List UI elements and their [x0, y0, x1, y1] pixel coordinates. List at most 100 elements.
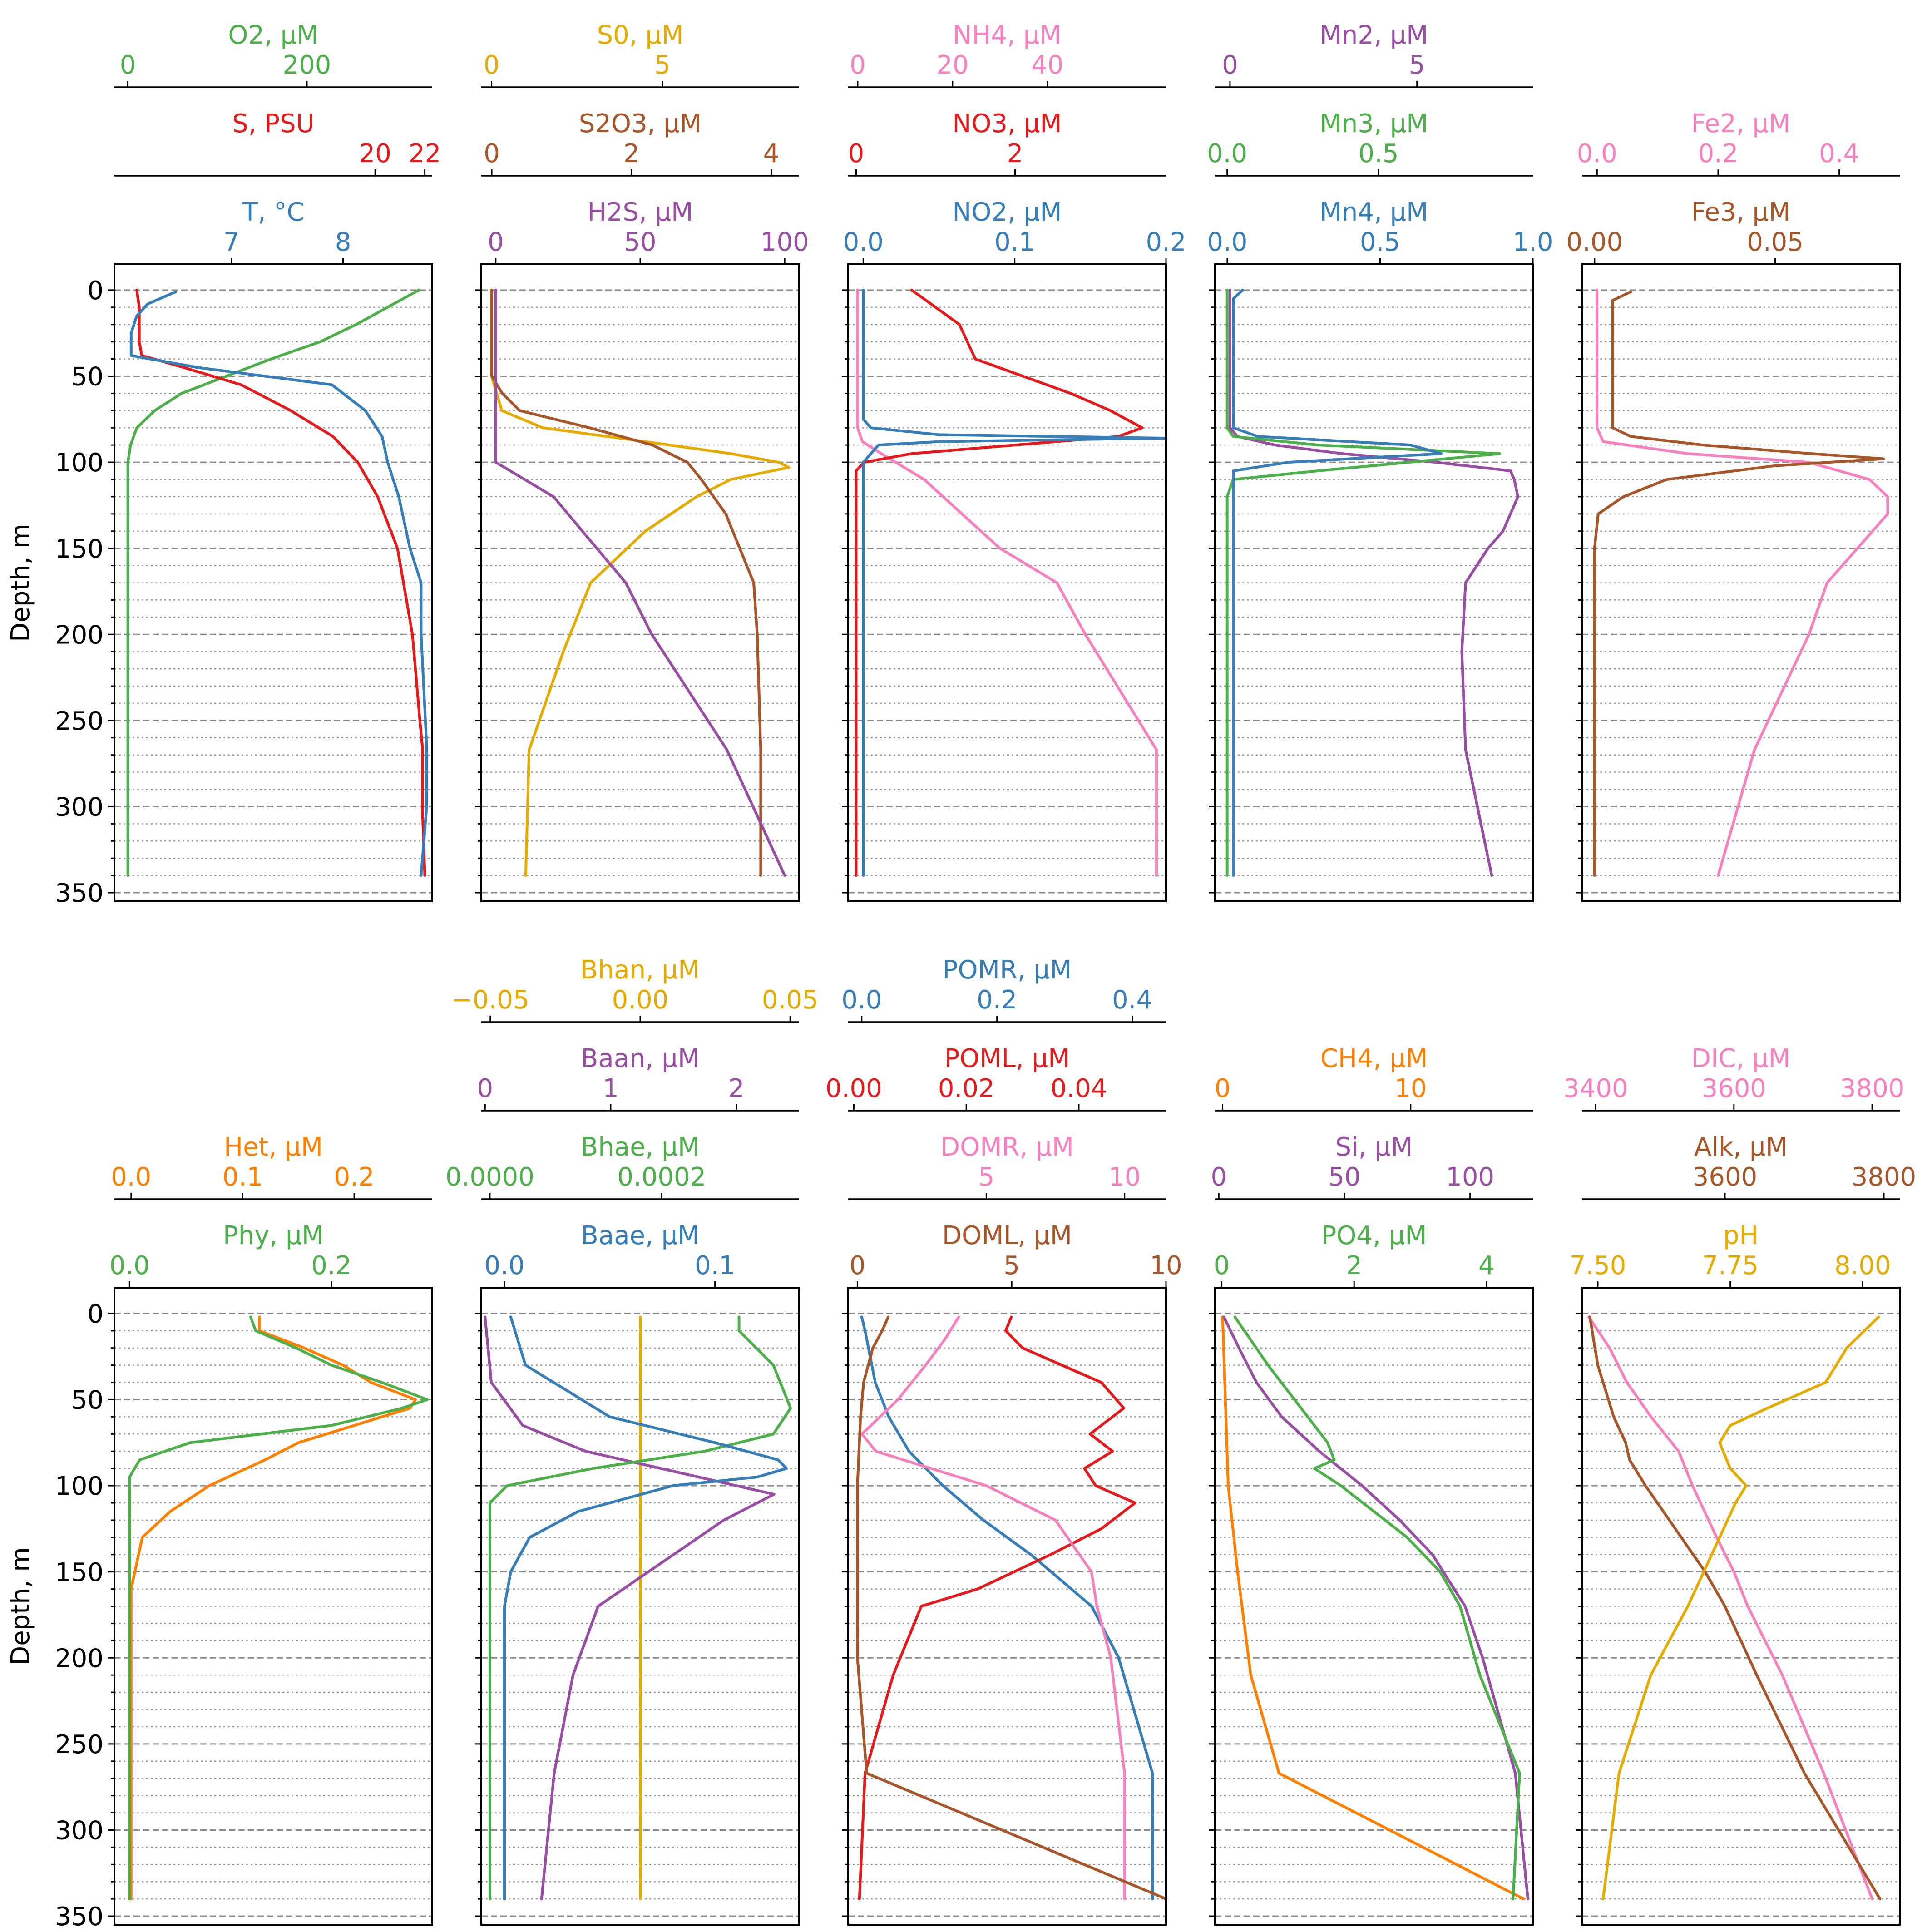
- axis-label-T: T, °C: [242, 198, 305, 227]
- xtick-label: 0: [848, 139, 865, 168]
- xtick-label: 5: [1409, 50, 1425, 80]
- xtick-label: 0.00: [1566, 227, 1623, 257]
- xtick-label: 5: [654, 50, 671, 80]
- series-line-Alk: [1588, 1315, 1882, 1901]
- axis-label-Baan: Baan, μM: [581, 1044, 700, 1073]
- plot-frame: [480, 1287, 800, 1926]
- axis-label-S0: S0, μM: [597, 20, 684, 50]
- series-line-Bhae: [488, 1315, 792, 1901]
- axis-label-Bhae: Bhae, μM: [581, 1132, 700, 1162]
- xtick-label: 0.0: [484, 1251, 524, 1280]
- series-line-Mn3: [1225, 288, 1501, 877]
- axis-label-pH: pH: [1723, 1221, 1759, 1250]
- axis-label-DOMR: DOMR, μM: [940, 1132, 1074, 1162]
- series-line-POMR: [860, 1315, 1154, 1901]
- ytick-label: 350: [55, 879, 104, 908]
- xtick-label: 0: [484, 50, 500, 80]
- series-line-O2: [126, 288, 420, 877]
- ytick-label: 150: [55, 1558, 104, 1587]
- xtick-label: 0.5: [1358, 139, 1398, 168]
- xtick-label: 50: [1328, 1162, 1360, 1192]
- plot-frame: [847, 1287, 1167, 1926]
- series-line-DIC: [1587, 1315, 1874, 1901]
- xtick-label: 3600: [1702, 1074, 1767, 1103]
- xtick-label: 0.1: [994, 227, 1035, 257]
- xtick-label: 40: [1031, 50, 1063, 80]
- xtick-label: 3800: [1852, 1162, 1917, 1192]
- xtick-label: 5: [1003, 1251, 1020, 1280]
- xtick-label: 0: [484, 139, 500, 168]
- xtick-label: 0.0000: [445, 1162, 534, 1192]
- series-line-Baae: [503, 1315, 788, 1901]
- axis-label-Fe2: Fe2, μM: [1691, 109, 1791, 138]
- xtick-label: 0.2: [334, 1162, 375, 1192]
- axis-label-NH4: NH4, μM: [953, 20, 1061, 50]
- xtick-label: 0.0: [1577, 139, 1617, 168]
- xtick-label: 3600: [1693, 1162, 1758, 1192]
- axis-label-Alk: Alk, μM: [1694, 1132, 1788, 1162]
- series-line-S0: [490, 288, 791, 877]
- axis-label-PO4: PO4, μM: [1321, 1221, 1427, 1250]
- series-line-NH4: [856, 288, 1158, 877]
- xtick-label: 0.1: [695, 1251, 735, 1280]
- plot-frame: [1581, 263, 1901, 902]
- series-line-H2S: [494, 288, 786, 877]
- series-line-Fe2: [1596, 288, 1889, 877]
- series-line-Phy: [128, 1315, 429, 1901]
- xtick-label: 8.00: [1834, 1251, 1891, 1280]
- axis-label-DIC: DIC, μM: [1691, 1044, 1790, 1073]
- xtick-label: 0: [477, 1074, 493, 1103]
- xtick-label: 1: [603, 1074, 619, 1103]
- axis-label-Phy: Phy, μM: [223, 1221, 324, 1250]
- series-line-DOMR: [860, 1315, 1126, 1901]
- xtick-label: 0: [488, 227, 504, 257]
- xtick-label: 2: [1007, 139, 1023, 168]
- xtick-label: −0.05: [451, 985, 529, 1015]
- xtick-label: 5: [978, 1162, 995, 1192]
- xtick-label: 22: [409, 139, 441, 168]
- series-line-Fe3: [1593, 290, 1885, 877]
- plot-frame: [1214, 263, 1534, 902]
- xtick-label: 0: [850, 1251, 866, 1280]
- plot-frame: [1581, 1287, 1901, 1926]
- axis-label-NO2: NO2, μM: [952, 198, 1062, 227]
- series-line-T: [129, 290, 428, 877]
- series-line-Het: [129, 1315, 417, 1901]
- series-line-Baan: [484, 1315, 776, 1901]
- ytick-label: 350: [55, 1902, 104, 1932]
- xtick-label: 0.0: [1207, 227, 1247, 257]
- xtick-label: 0: [1222, 50, 1238, 80]
- axis-label-NO3: NO3, μM: [952, 109, 1062, 138]
- xtick-label: 0.0: [843, 227, 884, 257]
- series-line-pH: [1601, 1315, 1880, 1901]
- axis-label-S: S, PSU: [232, 109, 314, 138]
- axis-label-O2: O2, μM: [228, 20, 318, 50]
- xtick-label: 0.05: [762, 985, 819, 1015]
- xtick-label: 7.50: [1570, 1251, 1626, 1280]
- axis-label-S2O3: S2O3, μM: [579, 109, 702, 138]
- xtick-label: 0.04: [1051, 1074, 1107, 1103]
- ytick-label: 250: [55, 1730, 104, 1759]
- xtick-label: 0: [850, 50, 866, 80]
- axis-label-CH4: CH4, μM: [1320, 1044, 1428, 1073]
- xtick-label: 0.00: [612, 985, 669, 1015]
- xtick-label: 3400: [1563, 1074, 1628, 1103]
- panel-row1-col2: 0 5S0, μM 0 2 4 S2O3, μM 0 50 100 H2S, μM: [475, 20, 809, 902]
- xtick-label: 100: [1446, 1162, 1494, 1192]
- ytick-label: 300: [55, 1816, 104, 1846]
- axis-label-Fe3: Fe3, μM: [1691, 198, 1791, 227]
- xtick-label: 0.2: [1698, 139, 1738, 168]
- xtick-label: 0.4: [1112, 985, 1152, 1015]
- xtick-label: 10: [1394, 1074, 1427, 1103]
- xtick-label: 4: [763, 139, 780, 168]
- xtick-label: 0.0: [111, 1162, 151, 1192]
- xtick-label: 0.02: [938, 1074, 995, 1103]
- xtick-label: 20: [936, 50, 968, 80]
- ytick-label: 0: [87, 1300, 104, 1329]
- series-line-NO3: [855, 288, 1144, 877]
- ytick-label: 50: [71, 362, 104, 392]
